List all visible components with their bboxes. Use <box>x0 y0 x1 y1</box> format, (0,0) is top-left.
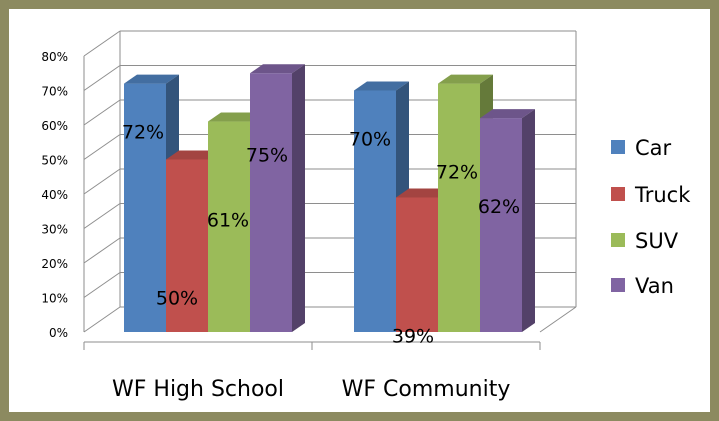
gridline-depth <box>83 65 121 91</box>
y-tick-label: 10% <box>41 292 68 306</box>
data-label: 39% <box>392 325 434 347</box>
gridline-depth <box>83 203 121 229</box>
legend-swatch <box>611 278 625 292</box>
legend-label: Van <box>635 274 674 298</box>
legend-label: Car <box>635 136 672 160</box>
legend-swatch <box>611 233 625 247</box>
bar-truck <box>396 197 438 332</box>
bar-truck <box>166 159 208 332</box>
bar-van <box>250 73 292 332</box>
y-tick-label: 60% <box>41 119 68 133</box>
y-tick-label: 0% <box>49 326 68 340</box>
gridline-depth <box>83 30 121 57</box>
bar-car <box>124 83 166 332</box>
bar-car <box>354 90 396 332</box>
data-label: 75% <box>246 144 288 166</box>
bar-side <box>292 64 305 332</box>
legend-swatch <box>611 187 625 201</box>
gridline-depth <box>83 237 121 264</box>
legend-label: Truck <box>634 183 691 207</box>
bar-top <box>396 188 451 198</box>
data-label: 70% <box>349 129 391 151</box>
y-tick-label: 50% <box>41 154 68 168</box>
bar-top <box>354 81 409 91</box>
y-tick-label: 40% <box>41 188 68 202</box>
floor-edge <box>539 306 577 333</box>
bar-suv <box>438 83 480 332</box>
x-category-label: WF High School <box>112 377 284 402</box>
x-category-label: WF Community <box>342 377 511 402</box>
data-label: 50% <box>156 288 198 310</box>
legend-label: SUV <box>635 229 679 253</box>
bar-top <box>166 150 221 160</box>
bar-top <box>208 112 263 122</box>
data-label: 72% <box>122 122 164 144</box>
bar-top <box>124 74 179 84</box>
bar-top <box>438 74 493 84</box>
bar-suv <box>208 121 250 332</box>
bar-van <box>480 118 522 332</box>
data-label: 62% <box>478 196 520 218</box>
bar-side <box>522 109 535 332</box>
gridline-depth <box>83 168 121 195</box>
y-tick-label: 70% <box>41 85 68 99</box>
bar-top <box>480 109 535 119</box>
gridline-depth <box>83 134 121 160</box>
y-tick-label: 30% <box>41 223 68 237</box>
data-label: 72% <box>436 162 478 184</box>
y-tick-label: 80% <box>41 50 68 64</box>
gridline-depth <box>83 272 121 298</box>
y-tick-label: 20% <box>41 257 68 271</box>
bar-top <box>250 64 305 74</box>
data-label: 61% <box>207 210 249 232</box>
gridline-depth <box>83 306 121 333</box>
legend-swatch <box>611 140 625 154</box>
gridline-depth <box>83 99 121 126</box>
